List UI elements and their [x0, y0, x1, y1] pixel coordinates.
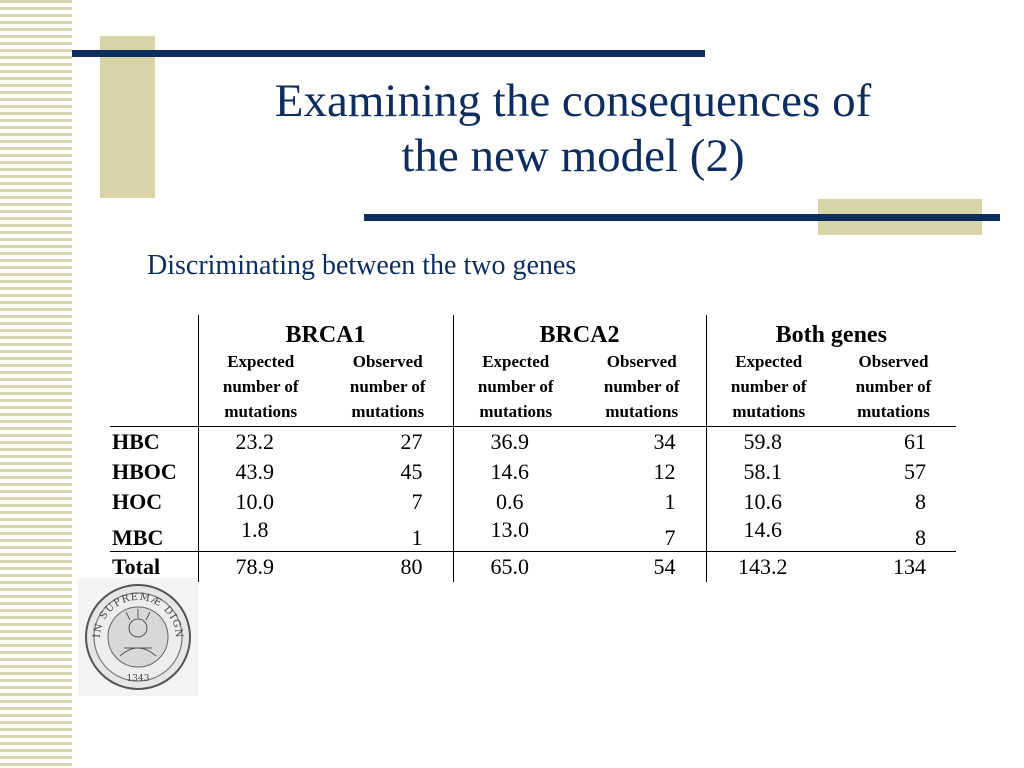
table-cell: 54 [653, 554, 676, 579]
row-label-hboc: HBOC [112, 459, 177, 484]
decorative-block-left [100, 36, 155, 198]
table-row-total: Total 78.9 80 65.0 54 143.2 134 [110, 551, 956, 582]
group-header-brca1: BRCA1 [197, 315, 453, 349]
table-cell: 7 [578, 517, 706, 552]
title-line-2: the new model (2) [401, 130, 745, 182]
decorative-stripes [0, 0, 72, 768]
table-cell: 1.8 [197, 517, 323, 552]
table-cell: 143.2 [705, 551, 831, 582]
table-cell: 61 [904, 429, 926, 454]
subheader-observed: Observed number of mutations [323, 349, 453, 427]
table-cell: 14.6 [452, 457, 578, 487]
subheader-expected: Expected number of mutations [197, 349, 323, 427]
subheader-expected: Expected number of mutations [452, 349, 578, 427]
table-cell: 59.8 [705, 426, 831, 457]
table-cell: 13.0 [452, 517, 578, 552]
university-seal-logo: IN SUPREMÆ DIGNITATIS 1343 [73, 570, 198, 696]
seal-icon: IN SUPREMÆ DIGNITATIS 1343 [73, 570, 191, 690]
table-cell: 8 [915, 489, 926, 514]
group-header-row: BRCA1 BRCA2 Both genes [110, 315, 956, 349]
table-cell: 78.9 [197, 551, 323, 582]
mutations-table: BRCA1 BRCA2 Both genes Expected number of… [110, 315, 956, 582]
table-cell: 134 [893, 554, 926, 579]
table-cell: 43.9 [197, 457, 323, 487]
table-cell: 23.2 [197, 426, 323, 457]
table-cell: 0.6 [452, 487, 578, 517]
table-cell: 27 [400, 429, 423, 454]
table-cell: 58.1 [705, 457, 831, 487]
subheader-observed: Observed number of mutations [831, 349, 956, 427]
table-cell: 34 [653, 429, 676, 454]
table-cell: 7 [411, 489, 423, 514]
table-cell: 12 [653, 459, 676, 484]
table-cell: 57 [904, 459, 926, 484]
subheader-row: Expected number of mutations Observed numbe… [110, 349, 956, 427]
table-row: HBC 23.2 27 36.9 34 59.8 61 [110, 426, 956, 457]
table-cell: 65.0 [452, 551, 578, 582]
decorative-line-bottom [364, 214, 1000, 221]
table-row: HOC 10.0 7 0.6 1 10.6 8 [110, 487, 956, 517]
group-header-brca2: BRCA2 [452, 315, 706, 349]
slide-subtitle: Discriminating between the two genes [147, 250, 577, 281]
table-cell: 8 [831, 517, 956, 552]
subheader-observed: Observed number of mutations [578, 349, 706, 427]
decorative-line-top [72, 50, 705, 57]
row-label-hbc: HBC [112, 429, 160, 454]
row-label-total: Total [112, 554, 161, 579]
group-header-both-genes: Both genes [705, 315, 956, 349]
table-cell: 45 [400, 459, 423, 484]
table-cell: 10.0 [197, 487, 323, 517]
table-cell: 14.6 [705, 517, 831, 552]
table-row: HBOC 43.9 45 14.6 12 58.1 57 [110, 457, 956, 487]
corner-cell [110, 349, 198, 427]
corner-cell [110, 315, 198, 349]
row-label-hoc: HOC [112, 489, 163, 514]
subheader-expected: Expected number of mutations [705, 349, 831, 427]
table-cell: 36.9 [452, 426, 578, 457]
row-label-mbc: MBC [110, 517, 198, 552]
table-cell: 80 [400, 554, 423, 579]
table-row: MBC 1.8 1 13.0 7 14.6 8 [110, 517, 956, 552]
table-cell: 10.6 [705, 487, 831, 517]
table-cell: 1 [664, 489, 676, 514]
table-cell: 1 [323, 517, 453, 552]
seal-year: 1343 [127, 674, 150, 684]
slide-title: Examining the consequences of the new mo… [160, 74, 986, 184]
title-line-1: Examining the consequences of [274, 75, 872, 127]
